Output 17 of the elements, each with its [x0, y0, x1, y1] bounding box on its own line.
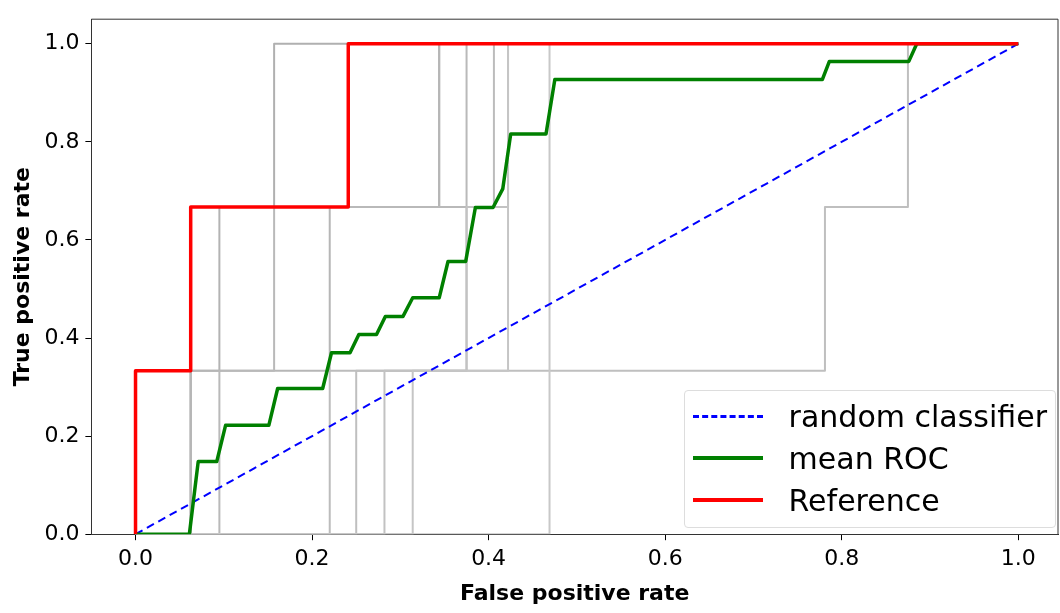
- x-axis-title: False positive rate: [459, 579, 690, 605]
- x-tick-label: 0.0: [118, 545, 154, 571]
- y-tick-label: 0.4: [44, 323, 80, 349]
- x-tick-label: 0.2: [294, 545, 330, 571]
- x-tick-label: 0.6: [647, 545, 683, 571]
- x-tick-label: 0.8: [824, 545, 860, 571]
- y-tick-label: 0.6: [44, 225, 80, 251]
- x-tick-label: 0.4: [471, 545, 507, 571]
- y-tick-label: 0.8: [44, 127, 80, 153]
- legend-label: mean ROC: [788, 440, 949, 476]
- x-tick-label: 1.0: [1000, 545, 1036, 571]
- y-tick-label: 0.2: [44, 421, 80, 447]
- y-tick-label: 1.0: [44, 29, 80, 55]
- y-axis-title: True positive rate: [8, 167, 34, 387]
- y-tick-label: 0.0: [44, 519, 80, 545]
- legend-label: random classifier: [788, 398, 1047, 434]
- legend-label: Reference: [788, 482, 940, 518]
